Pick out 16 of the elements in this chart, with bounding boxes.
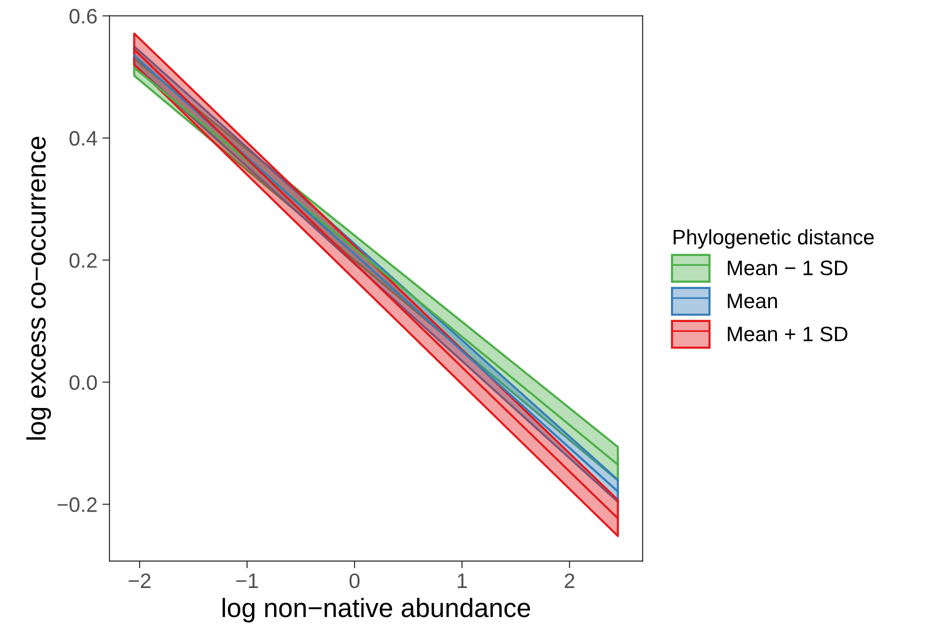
y-tick-label: 0.0 <box>70 375 97 390</box>
y-axis-title: log excess co−occurrence <box>26 136 51 440</box>
x-tick-label: 2 <box>564 573 574 588</box>
legend-label: Mean + 1 SD <box>728 326 848 342</box>
y-tick-label: −0.2 <box>58 497 97 512</box>
x-tick-label: −2 <box>128 573 150 588</box>
y-tick-label: 0.4 <box>70 130 98 146</box>
y-tick-label: 0.6 <box>70 8 97 24</box>
legend-label: Mean − 1 SD <box>728 260 848 276</box>
x-tick-label: 1 <box>458 574 467 588</box>
legend-title: Phylogenetic distance <box>674 229 874 249</box>
legend-label: Mean <box>728 294 777 308</box>
y-tick-label: 0.2 <box>70 253 97 268</box>
x-axis-title: log non−native abundance <box>222 598 530 622</box>
x-tick-label: −1 <box>236 574 258 588</box>
x-tick-label: 0 <box>350 573 360 588</box>
